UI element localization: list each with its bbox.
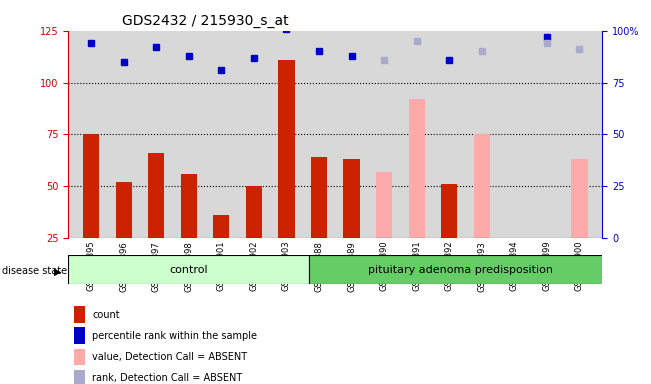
Bar bbox=[213, 215, 229, 238]
Bar bbox=[311, 157, 327, 238]
Bar bbox=[473, 134, 490, 238]
Text: control: control bbox=[169, 265, 208, 275]
Text: ▶: ▶ bbox=[54, 266, 62, 276]
Text: percentile rank within the sample: percentile rank within the sample bbox=[92, 331, 257, 341]
Bar bbox=[116, 182, 132, 238]
Bar bbox=[279, 60, 294, 238]
Bar bbox=[74, 349, 85, 366]
Text: disease state: disease state bbox=[2, 266, 67, 276]
Text: count: count bbox=[92, 310, 120, 320]
Bar bbox=[68, 255, 309, 284]
Bar bbox=[246, 186, 262, 238]
Text: pituitary adenoma predisposition: pituitary adenoma predisposition bbox=[368, 265, 553, 275]
Bar bbox=[83, 134, 99, 238]
Bar bbox=[148, 153, 164, 238]
Bar bbox=[74, 306, 85, 323]
Bar bbox=[376, 172, 392, 238]
Bar bbox=[180, 174, 197, 238]
Bar bbox=[409, 99, 424, 238]
Bar bbox=[74, 370, 85, 384]
Bar bbox=[441, 184, 457, 238]
Text: rank, Detection Call = ABSENT: rank, Detection Call = ABSENT bbox=[92, 373, 243, 383]
Text: value, Detection Call = ABSENT: value, Detection Call = ABSENT bbox=[92, 352, 247, 362]
Bar bbox=[572, 159, 587, 238]
Bar bbox=[344, 159, 359, 238]
Bar bbox=[74, 328, 85, 344]
Bar bbox=[309, 255, 612, 284]
Text: GDS2432 / 215930_s_at: GDS2432 / 215930_s_at bbox=[122, 14, 288, 28]
